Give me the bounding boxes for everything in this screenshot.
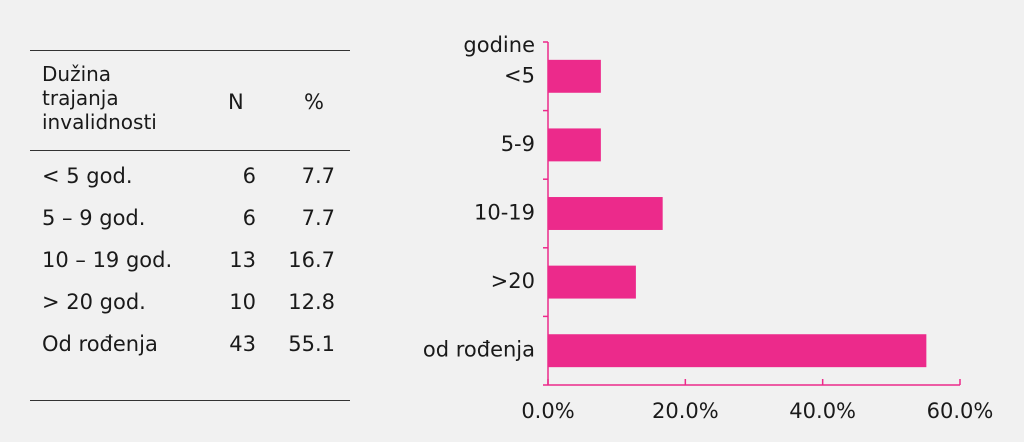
bar <box>548 197 663 230</box>
y-tick-label: 5-9 <box>501 132 535 156</box>
bar <box>548 128 601 162</box>
bar <box>548 265 636 299</box>
x-tick-label: 20.0% <box>652 399 719 423</box>
y-tick-label: >20 <box>491 269 535 293</box>
y-tick-label: <5 <box>504 63 535 87</box>
table-cell: 13 <box>229 248 256 272</box>
table-cell: 10 <box>229 290 256 314</box>
table-cell: 43 <box>229 332 256 356</box>
x-tick-label: 40.0% <box>789 399 856 423</box>
y-tick-label: od rođenja <box>423 338 535 362</box>
table-cell: < 5 god. <box>42 164 133 188</box>
table-cell: 10 – 19 god. <box>42 248 173 272</box>
table-header: N <box>228 90 244 114</box>
table-rule <box>30 50 350 51</box>
y-tick-label: 10-19 <box>474 201 535 225</box>
bar <box>548 59 601 93</box>
table-cell: 5 – 9 god. <box>42 206 146 230</box>
data-table: Dužina trajanja invalidnosti N % < 5 god… <box>30 0 350 442</box>
table-rule <box>30 150 350 151</box>
table-rule <box>30 400 350 401</box>
x-tick-label: 60.0% <box>927 399 994 423</box>
table-cell: 55.1 <box>288 332 335 356</box>
table-cell: 16.7 <box>288 248 335 272</box>
table-cell: 7.7 <box>301 206 335 230</box>
table-cell: > 20 god. <box>42 290 146 314</box>
table-header: % <box>304 90 324 114</box>
bar <box>548 334 927 368</box>
table-cell: 7.7 <box>301 164 335 188</box>
x-tick-label: 0.0% <box>521 399 574 423</box>
axis-label: godine <box>463 33 535 57</box>
table-cell: 12.8 <box>288 290 335 314</box>
table-cell: 6 <box>242 206 256 230</box>
table-header: Dužina trajanja invalidnosti <box>42 62 157 134</box>
table-cell: Od rođenja <box>42 332 158 356</box>
table-cell: 6 <box>242 164 256 188</box>
